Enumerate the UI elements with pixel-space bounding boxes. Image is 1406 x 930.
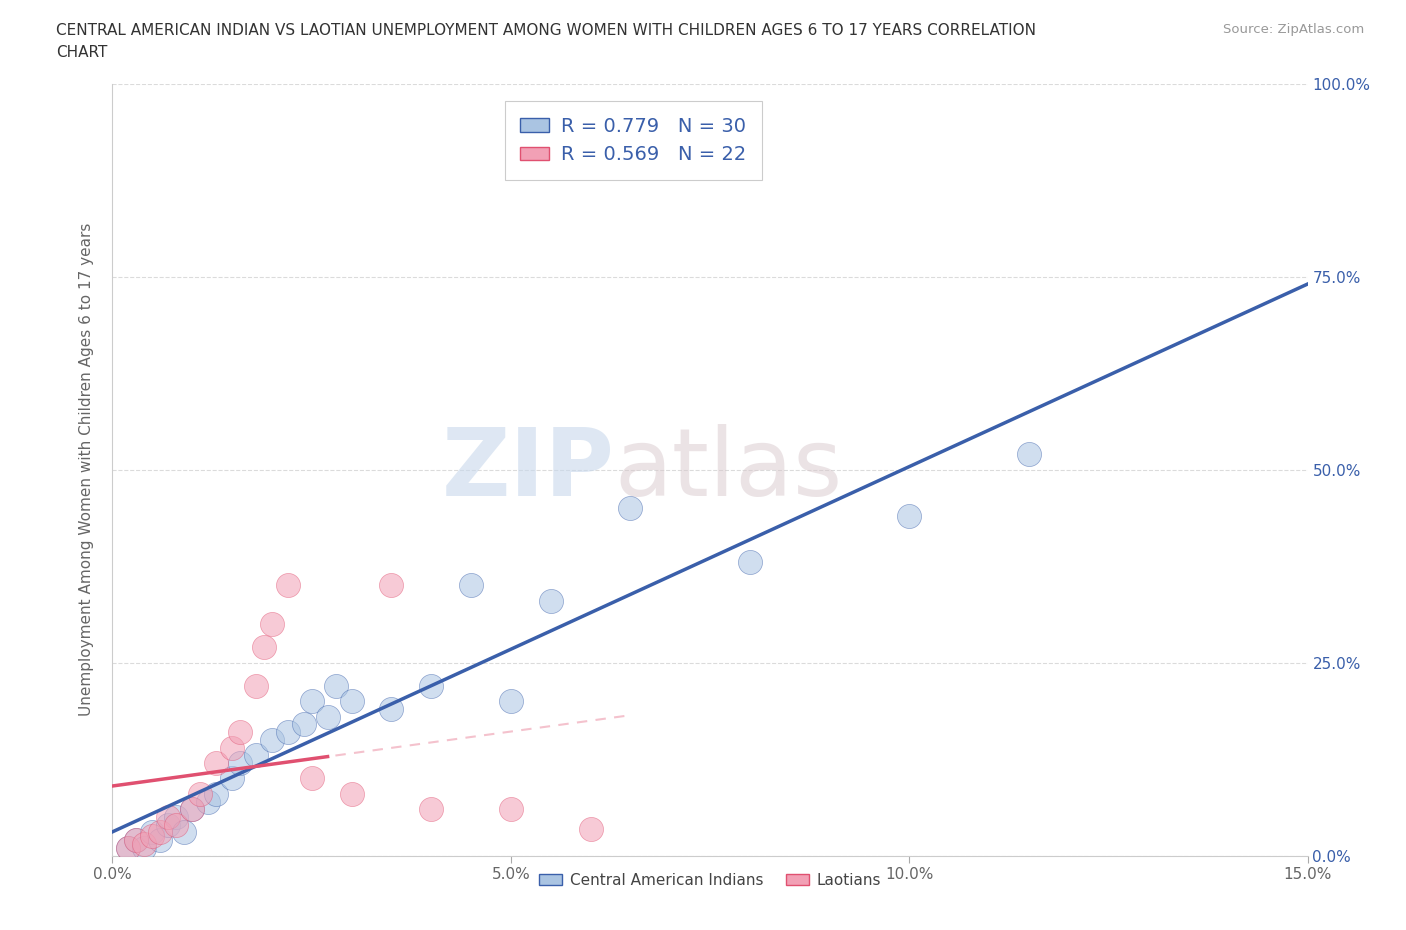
Point xyxy=(380,701,402,716)
Point xyxy=(205,755,228,770)
Point xyxy=(157,817,180,832)
Point xyxy=(499,694,522,709)
Point xyxy=(173,825,195,840)
Point xyxy=(149,825,172,840)
Point xyxy=(134,837,156,852)
Point xyxy=(260,617,283,631)
Point xyxy=(245,748,267,763)
Point xyxy=(619,500,641,515)
Point xyxy=(125,832,148,847)
Point xyxy=(157,809,180,825)
Point xyxy=(117,841,139,856)
Text: CHART: CHART xyxy=(56,45,108,60)
Point xyxy=(420,678,443,693)
Point xyxy=(340,787,363,802)
Point xyxy=(340,694,363,709)
Legend: Central American Indians, Laotians: Central American Indians, Laotians xyxy=(533,867,887,895)
Text: CENTRAL AMERICAN INDIAN VS LAOTIAN UNEMPLOYMENT AMONG WOMEN WITH CHILDREN AGES 6: CENTRAL AMERICAN INDIAN VS LAOTIAN UNEMP… xyxy=(56,23,1036,38)
Point xyxy=(301,771,323,786)
Point xyxy=(197,794,219,809)
Point xyxy=(420,802,443,817)
Point xyxy=(540,593,562,608)
Point xyxy=(898,509,921,524)
Point xyxy=(229,724,252,739)
Point xyxy=(134,841,156,856)
Point xyxy=(253,640,276,655)
Point xyxy=(205,787,228,802)
Point xyxy=(277,578,299,593)
Point xyxy=(221,771,243,786)
Point xyxy=(460,578,482,593)
Point xyxy=(738,555,761,570)
Text: ZIP: ZIP xyxy=(441,424,614,515)
Point xyxy=(260,733,283,748)
Point xyxy=(579,821,602,836)
Text: atlas: atlas xyxy=(614,424,842,515)
Point xyxy=(181,802,204,817)
Point xyxy=(380,578,402,593)
Point xyxy=(316,710,339,724)
Point xyxy=(181,802,204,817)
Text: Source: ZipAtlas.com: Source: ZipAtlas.com xyxy=(1223,23,1364,36)
Point xyxy=(165,809,187,825)
Point xyxy=(245,678,267,693)
Point xyxy=(277,724,299,739)
Point xyxy=(292,717,315,732)
Point xyxy=(125,832,148,847)
Y-axis label: Unemployment Among Women with Children Ages 6 to 17 years: Unemployment Among Women with Children A… xyxy=(79,223,94,716)
Point xyxy=(499,802,522,817)
Point xyxy=(188,787,211,802)
Point xyxy=(165,817,187,832)
Point xyxy=(229,755,252,770)
Point xyxy=(149,832,172,847)
Point xyxy=(141,825,163,840)
Point xyxy=(141,829,163,844)
Point xyxy=(221,740,243,755)
Point xyxy=(301,694,323,709)
Point xyxy=(325,678,347,693)
Point xyxy=(117,841,139,856)
Point xyxy=(1018,446,1040,461)
